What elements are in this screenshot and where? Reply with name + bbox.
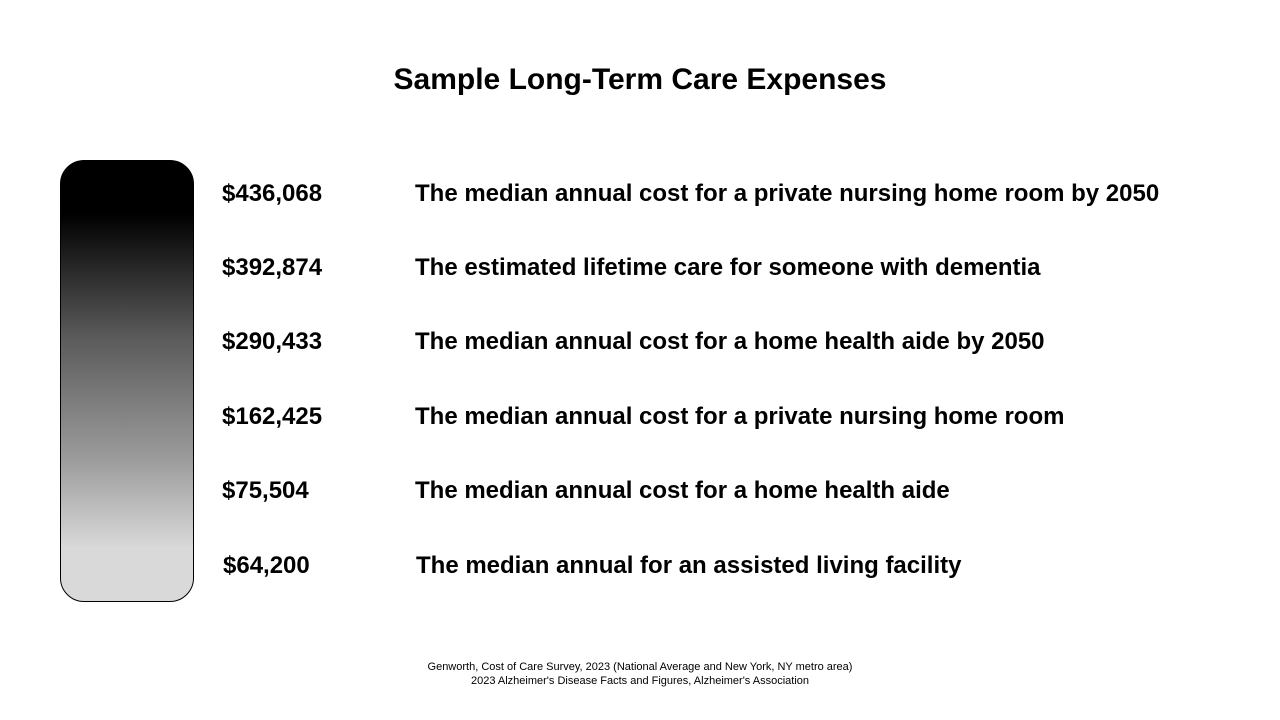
expense-description: The estimated lifetime care for someone …: [415, 254, 1041, 281]
expense-amount: $162,425: [222, 403, 323, 430]
expense-row: $64,200 The median annual for an assiste…: [0, 549, 1280, 583]
expense-amount: $436,068: [222, 180, 323, 207]
source-citations: Genworth, Cost of Care Survey, 2023 (Nat…: [0, 660, 1280, 688]
expense-row: $290,433 The median annual cost for a ho…: [0, 325, 1280, 359]
expense-row: $75,504 The median annual cost for a hom…: [0, 474, 1280, 508]
expense-description: The median annual cost for a private nur…: [415, 403, 1065, 430]
cost-gradient-bar: [60, 160, 194, 602]
expense-amount: $290,433: [222, 328, 323, 355]
expense-amount: $392,874: [222, 254, 323, 281]
expense-row: $162,425 The median annual cost for a pr…: [0, 400, 1280, 434]
expense-description: The median annual for an assisted living…: [416, 552, 962, 579]
expense-description: The median annual cost for a private nur…: [415, 180, 1160, 207]
expense-row: $436,068 The median annual cost for a pr…: [0, 177, 1280, 211]
expense-amount: $75,504: [222, 477, 309, 504]
source-citation: 2023 Alzheimer's Disease Facts and Figur…: [470, 675, 810, 687]
slide-title: Sample Long-Term Care Expenses: [393, 63, 887, 96]
expense-amount: $64,200: [223, 552, 310, 579]
expense-description: The median annual cost for a home health…: [415, 328, 1045, 355]
expense-description: The median annual cost for a home health…: [415, 477, 950, 504]
expense-row: $392,874 The estimated lifetime care for…: [0, 251, 1280, 285]
source-citation: Genworth, Cost of Care Survey, 2023 (Nat…: [427, 661, 853, 673]
